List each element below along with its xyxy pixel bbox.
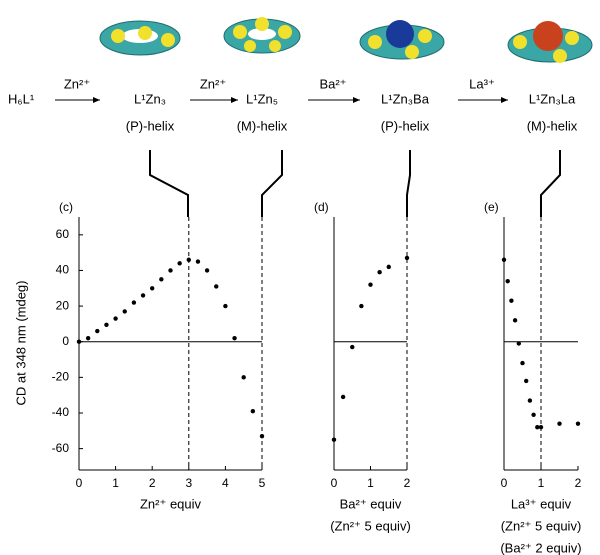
x-tick-label: 2	[149, 476, 156, 490]
x-axis-label: (Zn²⁺ 5 equiv)	[330, 518, 411, 533]
point	[104, 323, 108, 327]
reagent: La³⁺	[469, 76, 495, 91]
point	[132, 300, 136, 304]
product: L¹Zn₅	[246, 91, 278, 106]
scheme-start: H₆L¹	[8, 91, 35, 106]
point	[405, 256, 409, 260]
y-tick-label: -20	[52, 370, 70, 384]
point	[77, 340, 81, 344]
x-tick-label: 0	[331, 476, 338, 490]
helix: (M)-helix	[237, 118, 288, 133]
point	[506, 279, 510, 283]
panel-label: (c)	[59, 200, 73, 214]
point	[141, 293, 145, 297]
point	[576, 421, 580, 425]
point	[387, 265, 391, 269]
reagent: Zn²⁺	[200, 76, 226, 91]
point	[517, 341, 521, 345]
point	[524, 379, 528, 383]
point	[177, 261, 181, 265]
panel-label: (d)	[314, 200, 329, 214]
point	[350, 345, 354, 349]
point	[251, 409, 255, 413]
product: L¹Zn₃	[134, 91, 166, 106]
x-axis-label: (Zn²⁺ 5 equiv)	[501, 518, 582, 533]
point	[187, 258, 191, 262]
point	[539, 425, 543, 429]
point	[368, 283, 372, 287]
point	[242, 375, 246, 379]
x-tick-label: 1	[367, 476, 374, 490]
point	[113, 316, 117, 320]
x-tick-label: 2	[404, 476, 411, 490]
y-tick-label: -40	[52, 405, 70, 419]
x-axis-label: La³⁺ equiv	[511, 496, 572, 511]
helix: (P)-helix	[126, 118, 175, 133]
point	[205, 268, 209, 272]
point	[159, 277, 163, 281]
x-tick-label: 4	[222, 476, 229, 490]
point	[196, 259, 200, 263]
x-tick-label: 0	[76, 476, 83, 490]
point	[214, 284, 218, 288]
scheme-art	[55, 17, 592, 217]
point	[150, 286, 154, 290]
point	[377, 270, 381, 274]
reagent: Zn²⁺	[64, 76, 90, 91]
point	[513, 318, 517, 322]
point	[223, 304, 227, 308]
x-tick-label: 0	[501, 476, 508, 490]
point	[502, 258, 506, 262]
x-tick-label: 5	[259, 476, 266, 490]
x-axis-label: (Ba²⁺ 2 equiv)	[500, 540, 581, 555]
point	[341, 395, 345, 399]
point	[509, 299, 513, 303]
point	[520, 361, 524, 365]
point	[332, 438, 336, 442]
helix: (M)-helix	[527, 118, 578, 133]
y-tick-label: 40	[56, 263, 70, 277]
figure: H₆L¹ Zn²⁺ L¹Zn₃ (P)-helix Zn²⁺ L¹Zn₅ (M)-heli…	[0, 0, 600, 555]
product: L¹Zn₃La	[529, 91, 576, 106]
x-tick-label: 2	[575, 476, 582, 490]
x-tick-label: 1	[538, 476, 545, 490]
point	[531, 413, 535, 417]
reagent: Ba²⁺	[319, 76, 346, 91]
point	[260, 434, 264, 438]
helix: (P)-helix	[381, 118, 430, 133]
panel-label: (e)	[484, 200, 499, 214]
x-axis-label: Zn²⁺ equiv	[140, 496, 202, 511]
point	[168, 268, 172, 272]
x-axis-label: Ba²⁺ equiv	[340, 496, 402, 511]
point	[528, 398, 532, 402]
point	[557, 421, 561, 425]
y-tick-label: -60	[52, 441, 70, 455]
point	[123, 309, 127, 313]
point	[95, 329, 99, 333]
point	[86, 336, 90, 340]
x-tick-label: 3	[185, 476, 192, 490]
point	[359, 304, 363, 308]
x-tick-label: 1	[112, 476, 119, 490]
y-tick-label: 0	[62, 334, 69, 348]
y-tick-label: 20	[56, 298, 70, 312]
y-tick-label: 60	[56, 227, 70, 241]
y-axis-label: CD at 348 nm (mdeg)	[13, 281, 28, 406]
product: L¹Zn₃Ba	[381, 91, 430, 106]
point	[232, 336, 236, 340]
